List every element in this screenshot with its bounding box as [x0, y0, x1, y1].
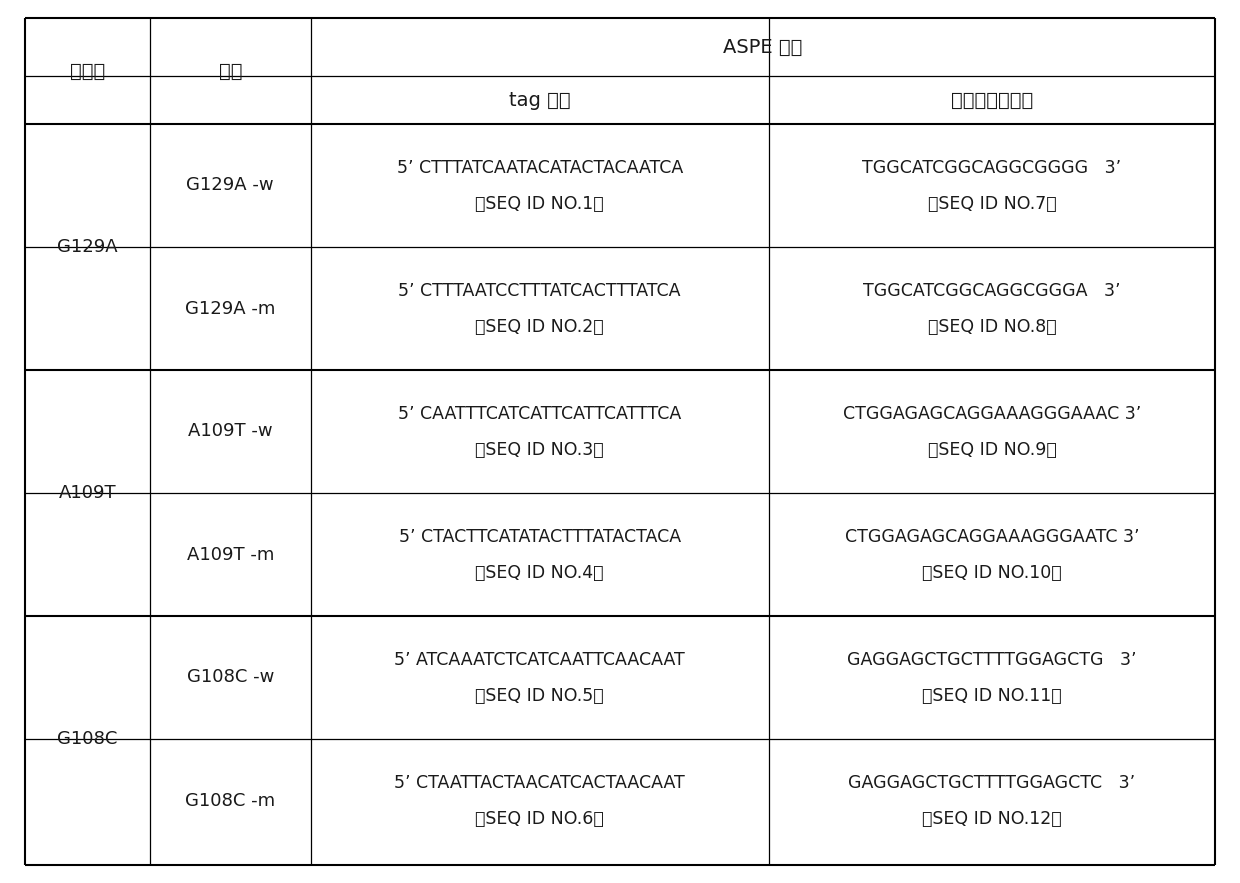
Text: （SEQ ID NO.2）: （SEQ ID NO.2）: [475, 318, 604, 336]
Text: 5’ CTACTTCATATACTTTATACTACA: 5’ CTACTTCATATACTTTATACTACA: [398, 528, 681, 547]
Text: TGGCATCGGCAGGCGGGG   3’: TGGCATCGGCAGGCGGGG 3’: [862, 159, 1121, 177]
Text: （SEQ ID NO.11）: （SEQ ID NO.11）: [923, 687, 1061, 705]
Text: A109T -w: A109T -w: [188, 422, 273, 441]
Text: 5’ CTTTATCAATACATACTACAATCA: 5’ CTTTATCAATACATACTACAATCA: [397, 159, 683, 177]
Text: GAGGAGCTGCTTTTGGAGCTC   3’: GAGGAGCTGCTTTTGGAGCTC 3’: [848, 774, 1136, 792]
Text: CTGGAGAGCAGGAAAGGGAAAC 3’: CTGGAGAGCAGGAAAGGGAAAC 3’: [843, 405, 1141, 423]
Text: 5’ ATCAAATCTCATCAATTCAACAAT: 5’ ATCAAATCTCATCAATTCAACAAT: [394, 652, 684, 669]
Text: G108C -m: G108C -m: [185, 791, 275, 810]
Text: tag 序列: tag 序列: [508, 90, 570, 109]
Text: CTGGAGAGCAGGAAAGGGAATC 3’: CTGGAGAGCAGGAAAGGGAATC 3’: [844, 528, 1140, 547]
Text: G108C: G108C: [57, 730, 118, 748]
Text: G129A -w: G129A -w: [186, 177, 274, 194]
Text: 特异性引物序列: 特异性引物序列: [951, 90, 1033, 109]
Text: G129A: G129A: [57, 238, 118, 256]
Text: （SEQ ID NO.5）: （SEQ ID NO.5）: [475, 687, 604, 705]
Text: （SEQ ID NO.10）: （SEQ ID NO.10）: [923, 564, 1061, 582]
Text: （SEQ ID NO.1）: （SEQ ID NO.1）: [475, 195, 604, 213]
Text: TGGCATCGGCAGGCGGGA   3’: TGGCATCGGCAGGCGGGA 3’: [863, 283, 1121, 300]
Text: 基因型: 基因型: [69, 62, 105, 80]
Text: ASPE 引物: ASPE 引物: [723, 37, 802, 57]
Text: （SEQ ID NO.3）: （SEQ ID NO.3）: [475, 441, 604, 459]
Text: （SEQ ID NO.6）: （SEQ ID NO.6）: [475, 810, 604, 828]
Text: 5’ CAATTTCATCATTCATTCATTTCA: 5’ CAATTTCATCATTCATTCATTTCA: [398, 405, 681, 423]
Text: （SEQ ID NO.7）: （SEQ ID NO.7）: [928, 195, 1056, 213]
Text: 5’ CTTTAATCCTTTATCACTTTATCA: 5’ CTTTAATCCTTTATCACTTTATCA: [398, 283, 681, 300]
Text: （SEQ ID NO.4）: （SEQ ID NO.4）: [475, 564, 604, 582]
Text: A109T: A109T: [58, 484, 117, 502]
Text: A109T -m: A109T -m: [186, 546, 274, 563]
Text: G108C -w: G108C -w: [186, 668, 274, 686]
Text: （SEQ ID NO.9）: （SEQ ID NO.9）: [928, 441, 1056, 459]
Text: G129A -m: G129A -m: [185, 299, 275, 318]
Text: （SEQ ID NO.12）: （SEQ ID NO.12）: [923, 810, 1061, 828]
Text: 5’ CTAATTACTAACATCACTAACAAT: 5’ CTAATTACTAACATCACTAACAAT: [394, 774, 684, 792]
Text: GAGGAGCTGCTTTTGGAGCTG   3’: GAGGAGCTGCTTTTGGAGCTG 3’: [847, 652, 1137, 669]
Text: 类型: 类型: [218, 62, 242, 80]
Text: （SEQ ID NO.8）: （SEQ ID NO.8）: [928, 318, 1056, 336]
